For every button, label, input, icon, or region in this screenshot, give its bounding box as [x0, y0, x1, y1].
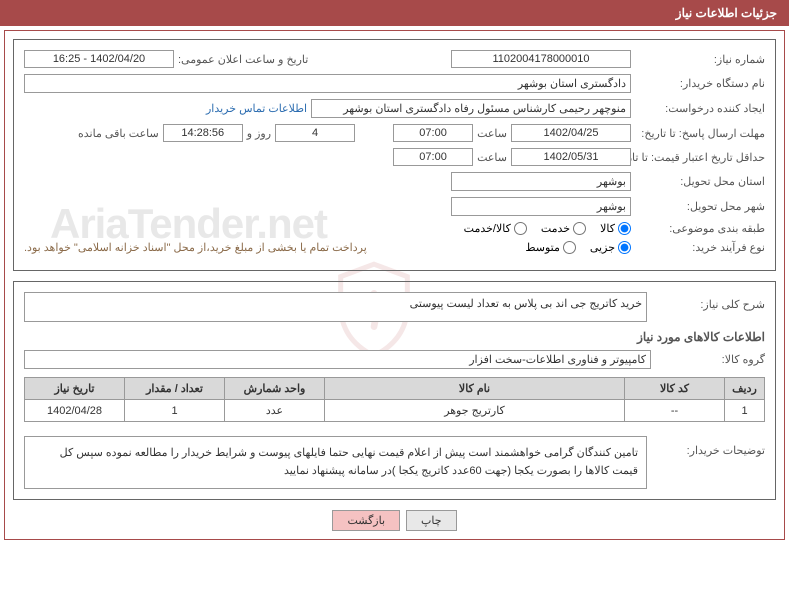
group-label: گروه کالا:	[655, 353, 765, 366]
radio-goods-input[interactable]	[618, 222, 631, 235]
announce-value: 1402/04/20 - 16:25	[24, 50, 174, 68]
radio-goods[interactable]: کالا	[600, 222, 631, 235]
delivery-province-label: استان محل تحویل:	[635, 175, 765, 188]
requester-value: منوچهر رحیمی کارشناس مسئول رفاه دادگستری…	[311, 99, 631, 118]
response-deadline-label: مهلت ارسال پاسخ: تا تاریخ:	[635, 127, 765, 140]
category-label: طبقه بندی موضوعی:	[635, 222, 765, 235]
row-desc: توضیحات خریدار: تامین کنندگان گرامی خواه…	[24, 430, 765, 489]
process-label: نوع فرآیند خرید:	[635, 241, 765, 254]
panel-header: جزئیات اطلاعات نیاز	[0, 0, 789, 26]
radio-medium-label: متوسط	[525, 241, 560, 254]
response-time-value: 07:00	[393, 124, 473, 142]
row-response-deadline: مهلت ارسال پاسخ: تا تاریخ: 1402/04/25 سا…	[24, 124, 765, 142]
radio-partial[interactable]: جزیی	[590, 241, 631, 254]
print-button[interactable]: چاپ	[406, 510, 457, 531]
delivery-city-label: شهر محل تحویل:	[635, 200, 765, 213]
row-requester: ایجاد کننده درخواست: منوچهر رحیمی کارشنا…	[24, 99, 765, 118]
panel-body: AriaTender.net شماره نیاز: 1102004178000…	[4, 30, 785, 540]
radio-partial-input[interactable]	[618, 241, 631, 254]
items-section-title: اطلاعات کالاهای مورد نیاز	[24, 330, 765, 344]
radio-service[interactable]: خدمت	[541, 222, 586, 235]
buyer-org-value: دادگستری استان بوشهر	[24, 74, 631, 93]
cell-qty: 1	[125, 400, 225, 422]
desc-text: تامین کنندگان گرامی خواهشمند است پیش از …	[24, 436, 647, 489]
button-row: چاپ بازگشت	[13, 510, 776, 531]
response-date-value: 1402/04/25	[511, 124, 631, 142]
category-radio-group: کالا خدمت کالا/خدمت	[464, 222, 631, 235]
radio-goods-service-label: کالا/خدمت	[464, 222, 511, 235]
radio-medium[interactable]: متوسط	[525, 241, 576, 254]
cell-name: کارتریج جوهر	[325, 400, 625, 422]
main-info-box: شماره نیاز: 1102004178000010 تاریخ و ساع…	[13, 39, 776, 271]
price-validity-date-value: 1402/05/31	[511, 148, 631, 166]
back-button[interactable]: بازگشت	[332, 510, 400, 531]
time-label-2: ساعت	[477, 151, 507, 164]
cell-unit: عدد	[225, 400, 325, 422]
need-number-label: شماره نیاز:	[635, 53, 765, 66]
row-delivery-province: استان محل تحویل: بوشهر	[24, 172, 765, 191]
th-code: کد کالا	[625, 378, 725, 400]
radio-goods-service-input[interactable]	[514, 222, 527, 235]
radio-partial-label: جزیی	[590, 241, 615, 254]
time-label-1: ساعت	[477, 127, 507, 140]
days-count-value: 4	[275, 124, 355, 142]
row-delivery-city: شهر محل تحویل: بوشهر	[24, 197, 765, 216]
process-radio-group: جزیی متوسط	[525, 241, 631, 254]
group-value: کامپیوتر و فناوری اطلاعات-سخت افزار	[24, 350, 651, 369]
panel-title: جزئیات اطلاعات نیاز	[676, 6, 777, 20]
summary-label: شرح کلی نیاز:	[655, 292, 765, 311]
remaining-time-value: 14:28:56	[163, 124, 243, 142]
cell-code: --	[625, 400, 725, 422]
row-group: گروه کالا: کامپیوتر و فناوری اطلاعات-سخت…	[24, 350, 765, 369]
delivery-province-value: بوشهر	[451, 172, 631, 191]
details-box: شرح کلی نیاز: خرید کاتریج جی اند بی پلاس…	[13, 281, 776, 500]
row-buyer-org: نام دستگاه خریدار: دادگستری استان بوشهر	[24, 74, 765, 93]
price-validity-label: حداقل تاریخ اعتبار قیمت: تا تاریخ:	[635, 151, 765, 164]
th-name: نام کالا	[325, 378, 625, 400]
row-price-validity: حداقل تاریخ اعتبار قیمت: تا تاریخ: 1402/…	[24, 148, 765, 166]
items-table: ردیف کد کالا نام کالا واحد شمارش تعداد /…	[24, 377, 765, 422]
row-need-number: شماره نیاز: 1102004178000010 تاریخ و ساع…	[24, 50, 765, 68]
announce-label: تاریخ و ساعت اعلان عمومی:	[178, 53, 308, 66]
th-qty: تعداد / مقدار	[125, 378, 225, 400]
need-number-value: 1102004178000010	[451, 50, 631, 68]
row-summary: شرح کلی نیاز: خرید کاتریج جی اند بی پلاس…	[24, 292, 765, 322]
table-row: 1 -- کارتریج جوهر عدد 1 1402/04/28	[25, 400, 765, 422]
th-row: ردیف	[725, 378, 765, 400]
days-and-label: روز و	[247, 127, 271, 140]
summary-value: خرید کاتریج جی اند بی پلاس به تعداد لیست…	[24, 292, 647, 322]
desc-label: توضیحات خریدار:	[655, 430, 765, 457]
radio-service-label: خدمت	[541, 222, 570, 235]
cell-date: 1402/04/28	[25, 400, 125, 422]
radio-goods-label: کالا	[600, 222, 615, 235]
price-validity-time-value: 07:00	[393, 148, 473, 166]
th-unit: واحد شمارش	[225, 378, 325, 400]
th-date: تاریخ نیاز	[25, 378, 125, 400]
remaining-label: ساعت باقی مانده	[78, 127, 159, 140]
table-header-row: ردیف کد کالا نام کالا واحد شمارش تعداد /…	[25, 378, 765, 400]
buyer-contact-link[interactable]: اطلاعات تماس خریدار	[206, 102, 307, 115]
delivery-city-value: بوشهر	[451, 197, 631, 216]
cell-row: 1	[725, 400, 765, 422]
row-process: نوع فرآیند خرید: جزیی متوسط پرداخت تمام …	[24, 241, 765, 254]
radio-service-input[interactable]	[573, 222, 586, 235]
row-category: طبقه بندی موضوعی: کالا خدمت کالا/خدمت	[24, 222, 765, 235]
radio-medium-input[interactable]	[563, 241, 576, 254]
treasury-note: پرداخت تمام یا بخشی از مبلغ خرید،از محل …	[24, 241, 367, 254]
buyer-org-label: نام دستگاه خریدار:	[635, 77, 765, 90]
radio-goods-service[interactable]: کالا/خدمت	[464, 222, 527, 235]
requester-label: ایجاد کننده درخواست:	[635, 102, 765, 115]
